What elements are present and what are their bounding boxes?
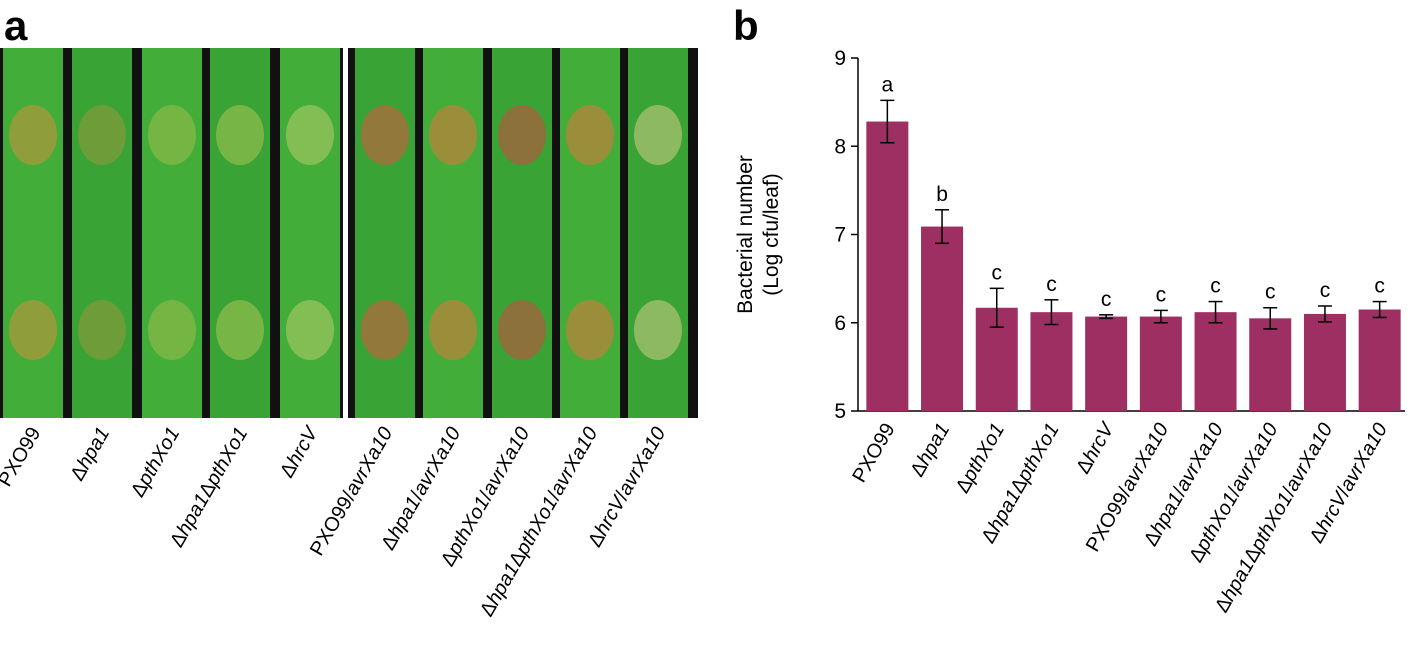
significance-letter: b: [936, 183, 948, 206]
leaf: [560, 48, 620, 418]
leaf-label: Δhpa1: [66, 424, 114, 485]
lesion: [634, 105, 682, 165]
x-tick-label: PXO99: [848, 420, 899, 487]
significance-letter: c: [1101, 288, 1112, 311]
leaf: [142, 48, 202, 418]
panel-label: b: [733, 2, 759, 49]
significance-letter: c: [1210, 275, 1221, 298]
lesion: [216, 300, 264, 360]
lesion: [286, 300, 334, 360]
panel-label: a: [4, 2, 28, 49]
bar: [1139, 316, 1182, 411]
leaf: [492, 48, 552, 418]
error-bar: [1044, 299, 1059, 326]
bar: [1249, 318, 1292, 411]
leaf: [355, 48, 415, 418]
leaf-photo: [3, 48, 688, 418]
lesion: [498, 300, 546, 360]
y-axis-label: Bacterial number: [734, 155, 757, 314]
significance-letter: c: [992, 261, 1003, 284]
lesion: [566, 300, 614, 360]
error-bar: [935, 209, 950, 245]
error-bar: [1153, 309, 1168, 324]
lesion: [78, 300, 126, 360]
significance-letter: c: [1046, 273, 1057, 296]
bar: [1085, 316, 1128, 411]
error-bar: [989, 287, 1004, 328]
lesion: [148, 105, 196, 165]
y-tick-label: 9: [834, 47, 846, 70]
bar: [1358, 309, 1401, 411]
leaf: [423, 48, 483, 418]
error-bar: [1099, 314, 1114, 320]
lesion: [429, 300, 477, 360]
lesion: [429, 105, 477, 165]
y-tick-label: 7: [834, 224, 846, 247]
error-bar: [880, 99, 895, 144]
bar: [1194, 312, 1237, 411]
bar: [1030, 312, 1073, 411]
significance-letter: c: [1374, 275, 1385, 298]
leaf-label: Δhpa1ΔpthXo1/avrXa10: [476, 424, 602, 621]
lesion: [9, 105, 57, 165]
leaf: [3, 48, 63, 418]
error-bar: [1372, 300, 1387, 319]
lesion: [566, 105, 614, 165]
error-bar: [1208, 300, 1223, 324]
y-tick-label: 5: [834, 400, 846, 423]
error-bar: [1263, 306, 1278, 330]
y-axis-label: (Log cfu/leaf): [760, 173, 783, 296]
significance-letter: a: [882, 73, 894, 96]
bar: [866, 121, 909, 411]
significance-letter: c: [1320, 279, 1331, 302]
leaf: [72, 48, 132, 418]
lesion: [216, 105, 264, 165]
lesion: [286, 105, 334, 165]
leaf-label: ΔhrcV: [276, 422, 323, 482]
lesion: [148, 300, 196, 360]
y-tick-label: 6: [834, 312, 846, 335]
significance-letter: c: [1265, 281, 1276, 304]
lesion: [361, 300, 409, 360]
y-tick-label: 8: [834, 135, 846, 158]
leaf: [210, 48, 270, 418]
error-bar: [1317, 305, 1332, 323]
leaf: [280, 48, 340, 418]
leaf: [628, 48, 688, 418]
bar: [1303, 313, 1346, 411]
x-tick-label: Δhpa1: [906, 420, 954, 481]
significance-letter: c: [1156, 283, 1167, 306]
lesion: [361, 105, 409, 165]
lesion: [9, 300, 57, 360]
lesion: [78, 105, 126, 165]
leaf-label: ΔpthXo1: [127, 424, 184, 501]
x-tick-label: ΔpthXo1: [952, 420, 1009, 497]
lesion: [498, 105, 546, 165]
lesion: [634, 300, 682, 360]
bar: [921, 226, 964, 411]
x-tick-label: ΔhrcV: [1072, 418, 1119, 478]
leaf-label: PXO99: [0, 424, 45, 491]
